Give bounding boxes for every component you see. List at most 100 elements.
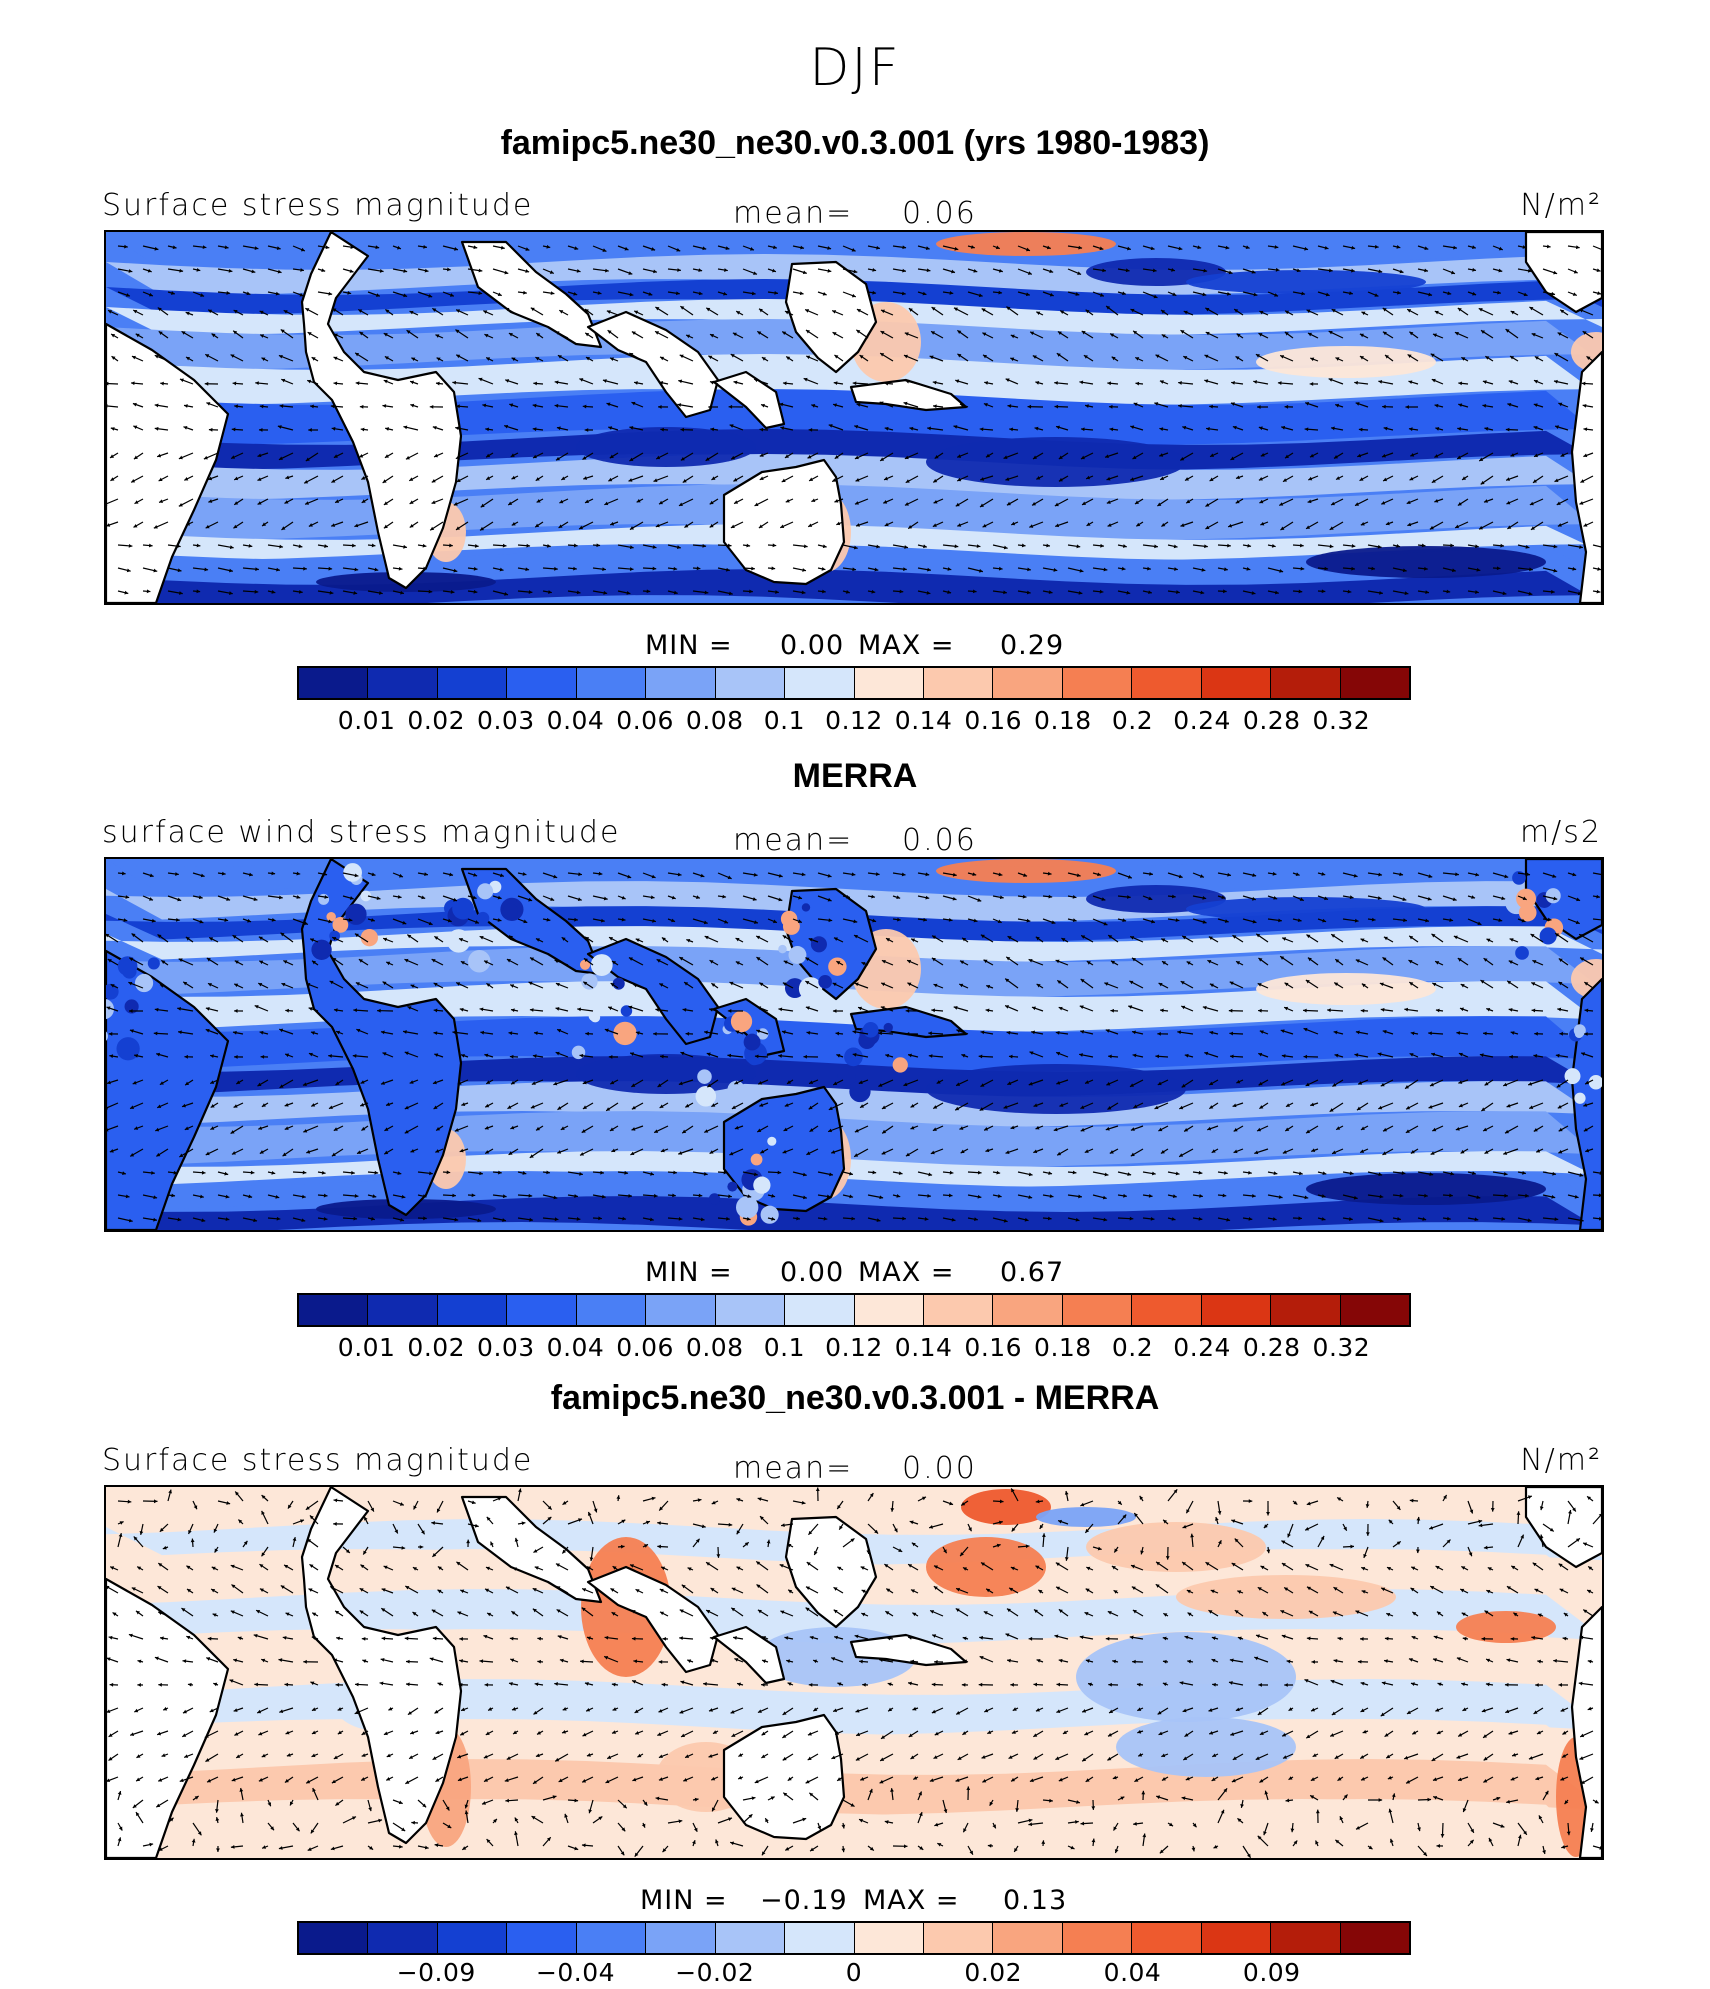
wind-vector-head	[901, 291, 906, 296]
wind-vector-head	[409, 500, 414, 504]
wind-vector-head	[505, 379, 510, 383]
wind-vector-head	[533, 381, 537, 386]
wind-vector-head	[363, 1550, 367, 1555]
wind-vector-head	[535, 357, 540, 361]
wind-vector-head	[1383, 426, 1388, 431]
wind-vector-head	[384, 1150, 389, 1155]
wind-vector-head	[528, 1193, 533, 1198]
wind-vector-head	[671, 918, 676, 923]
wind-vector-head	[1478, 1519, 1483, 1524]
wind-vector-head	[1498, 918, 1503, 923]
wind-vector-head	[960, 1552, 964, 1557]
wind-vector-head	[259, 960, 264, 965]
wind-vector-head	[1424, 268, 1428, 273]
wind-vector-head	[1079, 380, 1084, 385]
wind-vector-head	[1510, 1636, 1515, 1641]
wind-vector-head	[980, 1562, 985, 1566]
wind-vector-head	[310, 404, 314, 409]
wind-vector-head	[383, 1565, 388, 1570]
wind-vector-head	[381, 1636, 386, 1641]
wind-vector-head	[230, 1130, 235, 1134]
wind-vector-head	[1351, 544, 1356, 548]
wind-vector-head	[911, 938, 916, 943]
colorbar-tick-label: 0.02	[407, 706, 466, 735]
wind-vector-head	[1278, 1195, 1283, 1199]
wind-vector-head	[1568, 1510, 1572, 1514]
wind-vector-head	[925, 246, 930, 251]
wind-vector-head	[257, 477, 262, 481]
wind-vector-head	[530, 957, 535, 961]
wind-vector-head	[1348, 1217, 1353, 1221]
wind-vector-head	[680, 1051, 685, 1056]
wind-vector-head	[1425, 918, 1429, 923]
wind-vector-head	[279, 1028, 284, 1033]
wind-vector-head	[1058, 477, 1063, 482]
wind-vector-head	[1122, 291, 1126, 296]
continent	[106, 322, 230, 603]
wind-vector-head	[827, 873, 832, 878]
wind-vector-head	[671, 895, 676, 900]
wind-vector-head	[1379, 982, 1384, 987]
wind-vector-head	[605, 268, 609, 273]
wind-vector-head	[307, 379, 312, 384]
wind-vector-head	[943, 1549, 947, 1554]
wind-vector-head	[1446, 589, 1451, 594]
wind-vector-head	[1205, 503, 1210, 507]
wind-vector-head	[654, 1129, 659, 1133]
wind-vector-head	[1148, 590, 1152, 595]
wind-vector-head	[1175, 1171, 1180, 1176]
wind-vector-head	[137, 1566, 142, 1571]
wind-vector-head	[1246, 567, 1251, 571]
wind-vector-head	[330, 404, 335, 409]
wind-vector-head	[436, 1508, 441, 1513]
wind-vector-head	[881, 982, 886, 987]
wind-vector-head	[903, 401, 908, 406]
wind-vector-head	[230, 1610, 235, 1614]
wind-vector-head	[957, 454, 962, 458]
colorbar-tick-label: 0.1	[763, 1333, 806, 1362]
colorbar-segment	[576, 1295, 647, 1325]
wind-vector-head	[1236, 961, 1241, 965]
wind-vector-head	[1428, 1105, 1433, 1109]
wind-vector-head	[1516, 1511, 1521, 1515]
wind-vector-head	[234, 404, 238, 409]
wind-vector-head	[1133, 330, 1138, 335]
panel-2-min-label: MIN =	[645, 1257, 733, 1288]
wind-vector-head	[771, 1216, 776, 1221]
wind-vector-head	[121, 871, 126, 876]
wind-vector-head	[1527, 1495, 1532, 1500]
field-feature	[576, 427, 756, 467]
wind-vector-head	[1053, 568, 1058, 572]
wind-vector-head	[832, 1009, 837, 1013]
wind-vector-head	[324, 895, 329, 899]
panel-1-title: famipc5.ne30_ne30.v0.3.001 (yrs 1980-198…	[500, 124, 1210, 162]
wind-vector-head	[354, 523, 359, 528]
wind-vector-head	[657, 1521, 661, 1526]
wind-vector-head	[582, 1105, 587, 1109]
wind-vector-head	[1033, 455, 1038, 459]
colorbar-tick-label: 0.1	[763, 706, 806, 735]
wind-vector-head	[1260, 453, 1265, 457]
wind-vector-head	[778, 1007, 783, 1012]
wind-vector-head	[1085, 309, 1090, 314]
wind-vector-head	[897, 917, 901, 922]
wind-vector-head	[933, 478, 938, 483]
panel-2-variable-label: surface wind stress magnitude	[102, 815, 621, 850]
wind-vector-head	[459, 938, 463, 942]
wind-vector	[1592, 872, 1602, 876]
wind-vector-head	[502, 1194, 507, 1199]
wind-vector-head	[797, 919, 802, 923]
wind-vector-head	[221, 871, 226, 876]
wind-vector-head	[424, 872, 428, 877]
wind-vector-head	[287, 1504, 292, 1509]
wind-vector-head	[1173, 1489, 1178, 1494]
wind-vector-head	[875, 872, 880, 876]
wind-vector-head	[371, 1216, 375, 1221]
wind-vector-head	[1462, 476, 1467, 480]
wind-vector-head	[377, 1008, 381, 1013]
wind-vector-head	[1084, 1612, 1089, 1616]
wind-vector-head	[259, 1588, 264, 1592]
wind-vector-head	[1056, 425, 1060, 430]
wind-vector-head	[1472, 267, 1477, 272]
wind-vector-head	[633, 983, 638, 988]
